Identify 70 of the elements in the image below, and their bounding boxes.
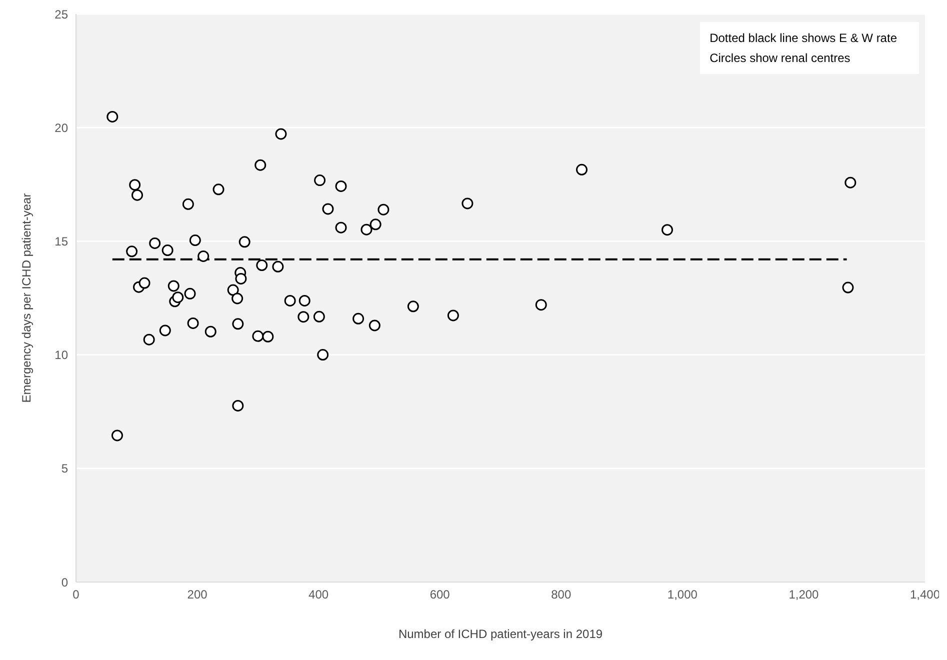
y-tick-label: 0 [61, 575, 68, 590]
point [162, 244, 174, 256]
x-tick-label: 800 [551, 588, 572, 602]
point [132, 189, 143, 201]
point [284, 294, 296, 306]
point [187, 317, 199, 329]
point [252, 330, 264, 342]
point [149, 237, 161, 249]
point [232, 318, 244, 330]
point [313, 310, 325, 322]
x-tick-label: 0 [72, 588, 80, 602]
point [204, 326, 216, 338]
point [189, 234, 201, 246]
point [184, 288, 196, 300]
point [232, 292, 244, 304]
x-tick-label: 1,000 [667, 588, 698, 602]
point [662, 224, 674, 236]
point [370, 218, 382, 230]
point [143, 334, 155, 346]
point [535, 299, 547, 311]
point [842, 282, 854, 294]
annotation: Dotted black line shows E & W rate [710, 30, 897, 47]
point [298, 294, 310, 306]
y-tick-label: 10 [54, 348, 68, 362]
point [235, 272, 247, 284]
point [168, 280, 180, 292]
point [576, 164, 588, 176]
point [352, 312, 364, 324]
point [314, 174, 326, 186]
point [111, 430, 123, 442]
point [447, 310, 459, 322]
point [462, 198, 474, 210]
point [360, 224, 372, 236]
point [138, 277, 150, 289]
point [317, 349, 329, 361]
point [227, 284, 239, 296]
y-tick-label: 5 [61, 462, 68, 476]
x-tick-label: 200 [187, 588, 208, 602]
point [198, 250, 210, 262]
point [335, 222, 347, 234]
point [256, 260, 268, 272]
point [275, 128, 287, 140]
point [407, 300, 419, 312]
x-axis-title: Number of ICHD patient-years in 2019 [398, 627, 603, 641]
y-tick-label: 15 [54, 234, 68, 248]
point [182, 198, 194, 210]
point [322, 203, 334, 215]
x-tick-label: 400 [308, 588, 329, 602]
point [335, 180, 347, 192]
point [172, 292, 184, 304]
y-tick-label: 25 [54, 7, 68, 22]
point [232, 400, 244, 412]
point [238, 236, 250, 248]
point [844, 176, 856, 188]
point [212, 184, 224, 196]
point [254, 159, 266, 171]
y-tick-label: 20 [54, 120, 68, 135]
x-tick-label: 600 [430, 588, 450, 602]
point [368, 320, 380, 332]
point [106, 110, 118, 122]
annotation: Circles show renal centres [710, 50, 852, 67]
point [378, 204, 390, 216]
x-tick-label: 1,200 [788, 588, 820, 602]
point [159, 324, 171, 336]
point [262, 330, 274, 342]
point [126, 246, 138, 258]
point [298, 311, 310, 323]
y-axis-title: Emergency days per ICHD patient-year [19, 193, 34, 403]
point [129, 179, 141, 191]
point [272, 260, 284, 272]
